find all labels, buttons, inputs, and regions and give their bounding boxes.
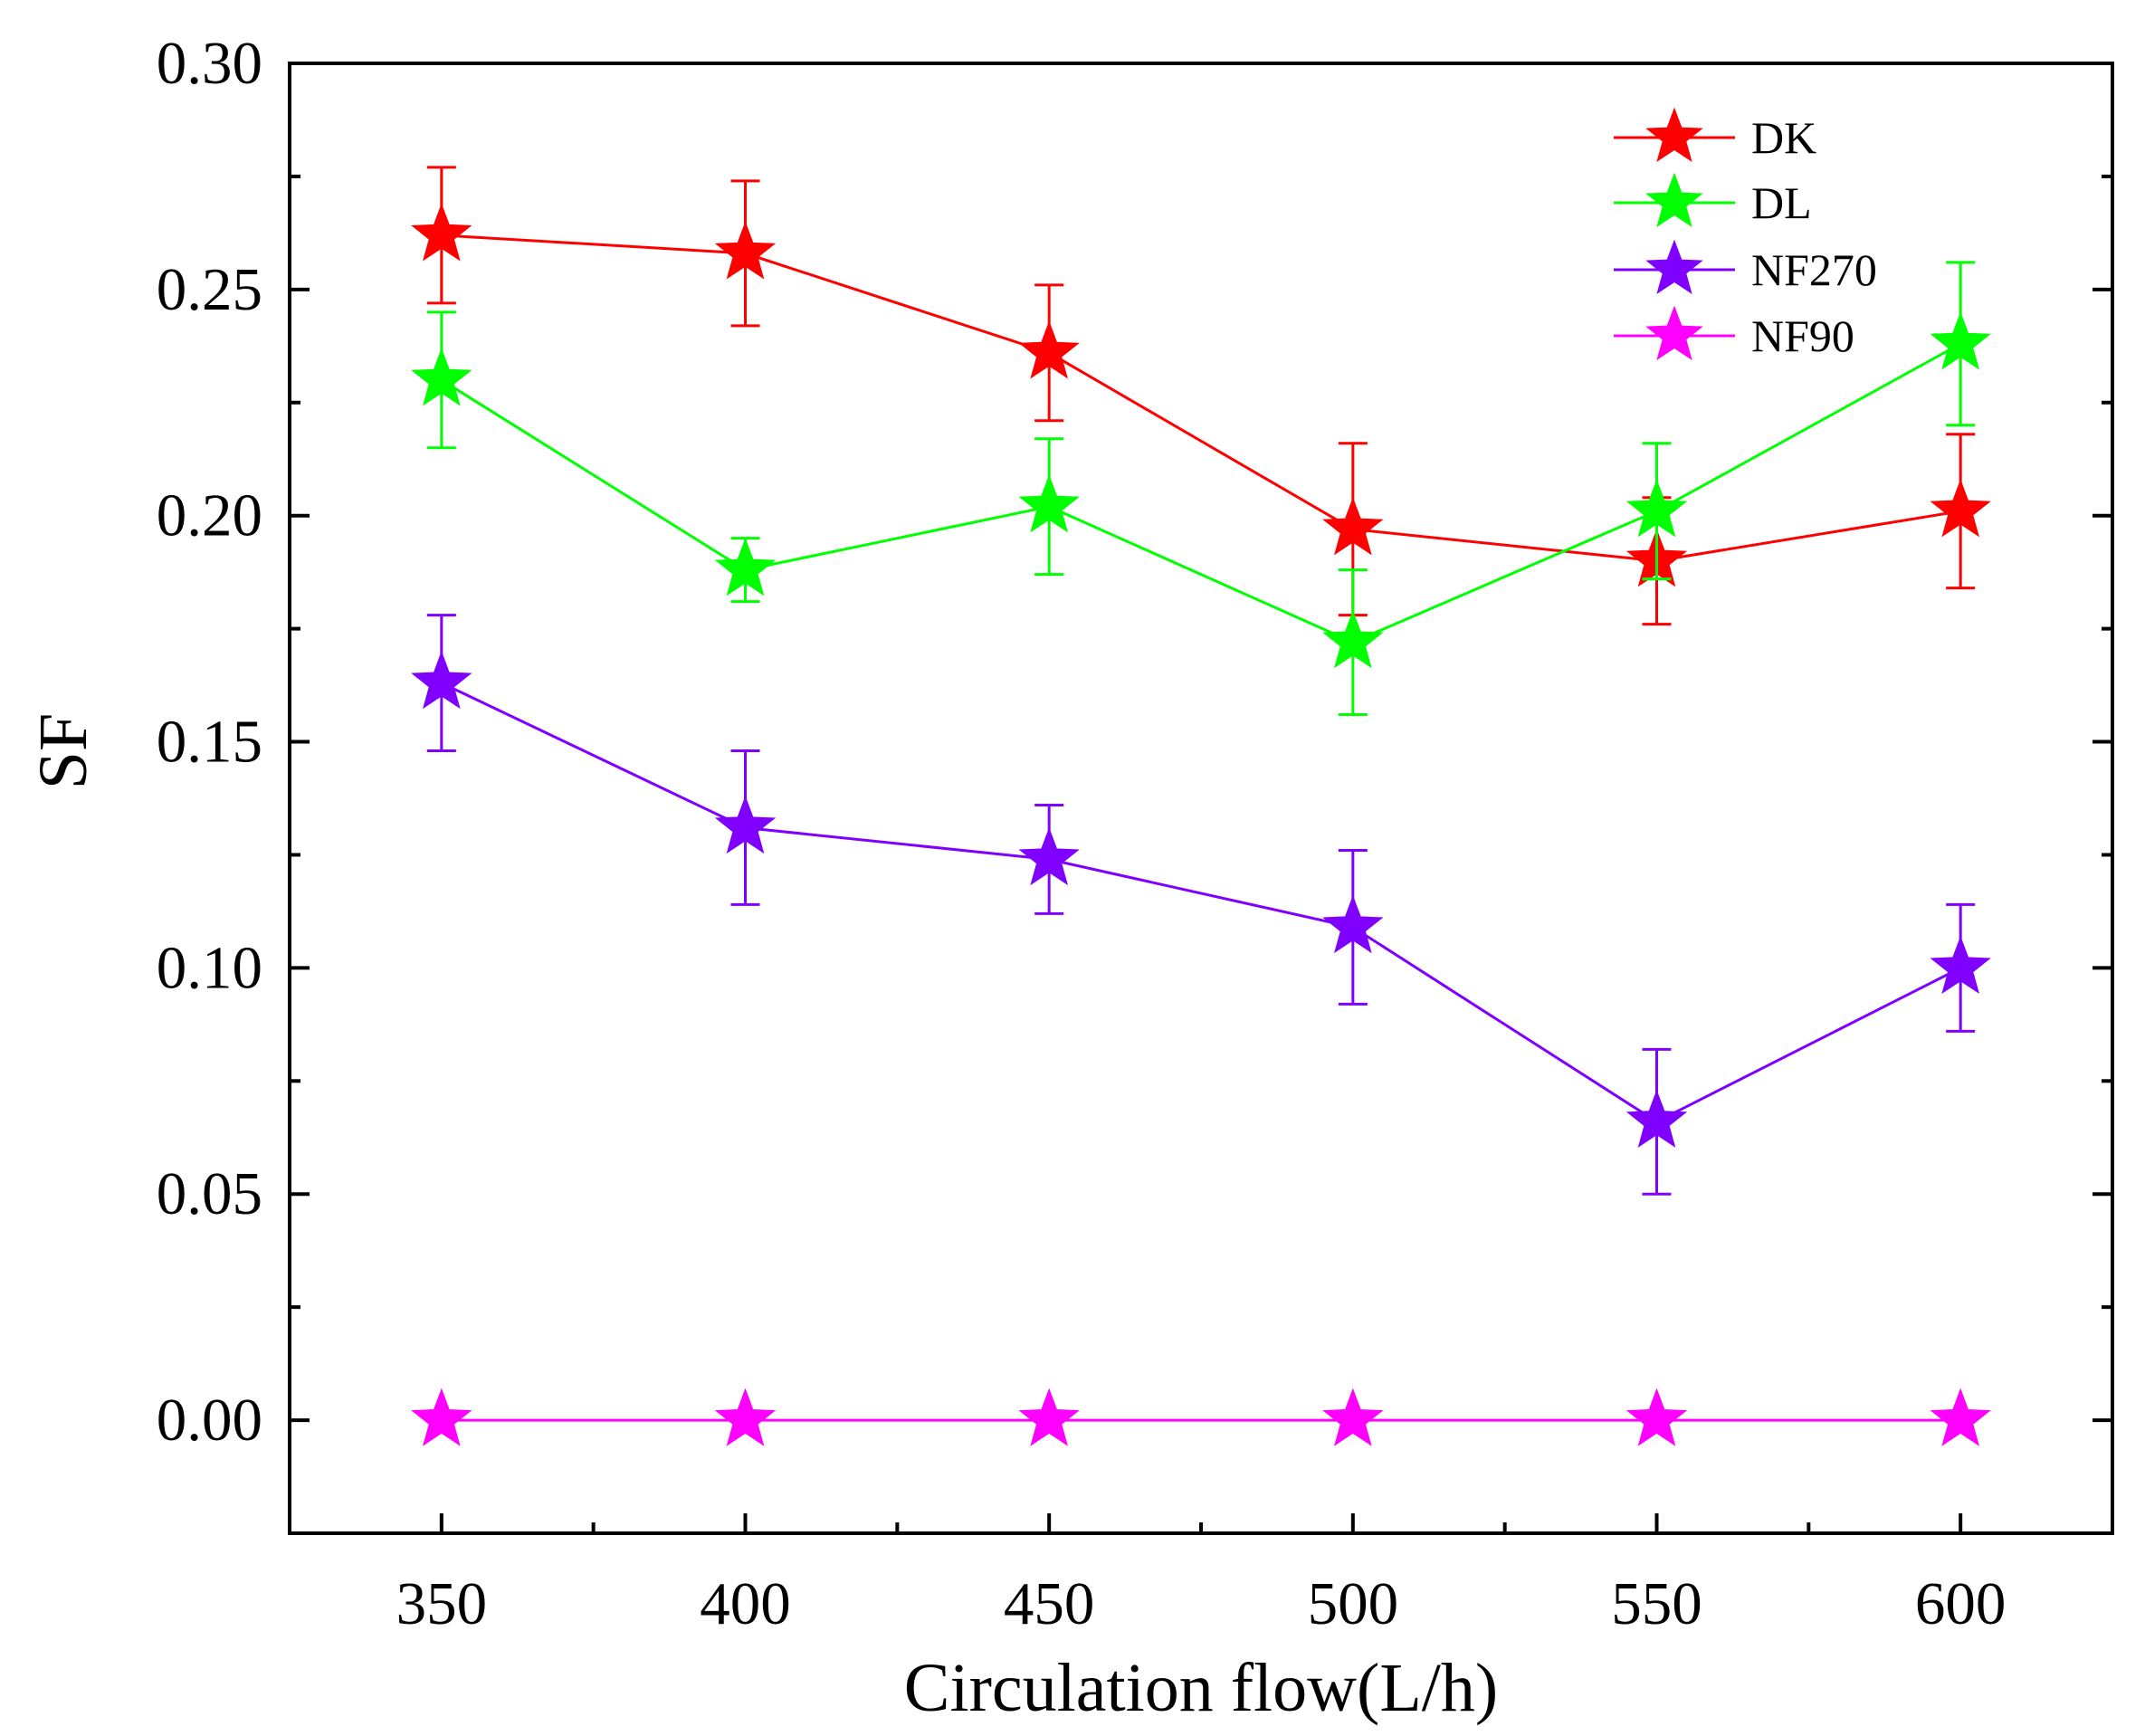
- series-dl: [411, 261, 1991, 717]
- data-point-star: [714, 1388, 777, 1446]
- series-line: [441, 234, 1961, 563]
- series-nf90: [411, 1388, 1991, 1446]
- series-nf270: [411, 614, 1991, 1196]
- data-point-star: [1018, 1388, 1080, 1446]
- legend-label: DK: [1751, 112, 1816, 163]
- y-tick-label: 0.20: [157, 482, 262, 549]
- y-tick-label: 0.15: [157, 709, 262, 776]
- y-axis-title: SF: [25, 713, 101, 790]
- data-point-star: [714, 796, 777, 854]
- x-axis-title: Circulation flow(L/h): [904, 1650, 1498, 1726]
- legend-star: [1645, 107, 1703, 163]
- series-layer: [411, 166, 1991, 1446]
- data-point-star: [411, 1388, 472, 1446]
- data-point-star: [1930, 479, 1991, 538]
- data-point-star: [411, 651, 472, 710]
- legend-star: [1645, 305, 1703, 361]
- y-tick-label: 0.00: [157, 1387, 262, 1454]
- y-tick-label: 0.05: [157, 1160, 262, 1227]
- legend-label: NF270: [1751, 244, 1877, 295]
- data-point-star: [1625, 1388, 1688, 1446]
- data-point-star: [1930, 311, 1991, 370]
- data-point-star: [1018, 474, 1080, 533]
- y-axis: 0.00 0.05 0.10 0.15 0.20 0.25 0.30: [157, 30, 2112, 1535]
- x-tick-label: 400: [700, 1570, 791, 1637]
- series-line: [441, 342, 1961, 644]
- legend-star: [1645, 239, 1703, 295]
- x-tick-label: 600: [1915, 1570, 2007, 1637]
- data-point-star: [1625, 1089, 1688, 1148]
- legend: DK DL NF270 NF90: [1614, 107, 1877, 361]
- data-point-star: [1018, 827, 1080, 886]
- series-dk: [411, 166, 1991, 626]
- data-point-star: [411, 203, 472, 262]
- x-tick-label: 450: [1004, 1570, 1095, 1637]
- x-tick-label: 550: [1611, 1570, 1702, 1637]
- x-axis: 350 400 450 500 550 600: [396, 1513, 2007, 1637]
- data-point-star: [1322, 894, 1384, 954]
- data-point-star: [1930, 935, 1991, 995]
- y-tick-label: 0.10: [157, 934, 262, 1001]
- data-point-star: [1625, 479, 1688, 538]
- data-point-star: [411, 348, 472, 406]
- legend-label: DL: [1751, 177, 1812, 228]
- series-line: [441, 682, 1961, 1124]
- x-tick-label: 500: [1308, 1570, 1399, 1637]
- data-point-star: [1322, 610, 1384, 669]
- y-tick-label: 0.30: [157, 30, 262, 97]
- legend-label: NF90: [1751, 310, 1854, 361]
- data-point-star: [1930, 1388, 1991, 1446]
- data-point-star: [714, 538, 777, 596]
- legend-star: [1645, 172, 1703, 228]
- y-tick-label: 0.25: [157, 256, 262, 323]
- data-point-star: [1322, 1388, 1384, 1446]
- x-tick-label: 350: [396, 1570, 488, 1637]
- data-point-star: [1018, 320, 1080, 379]
- data-point-star: [714, 221, 777, 280]
- data-point-star: [1322, 497, 1384, 556]
